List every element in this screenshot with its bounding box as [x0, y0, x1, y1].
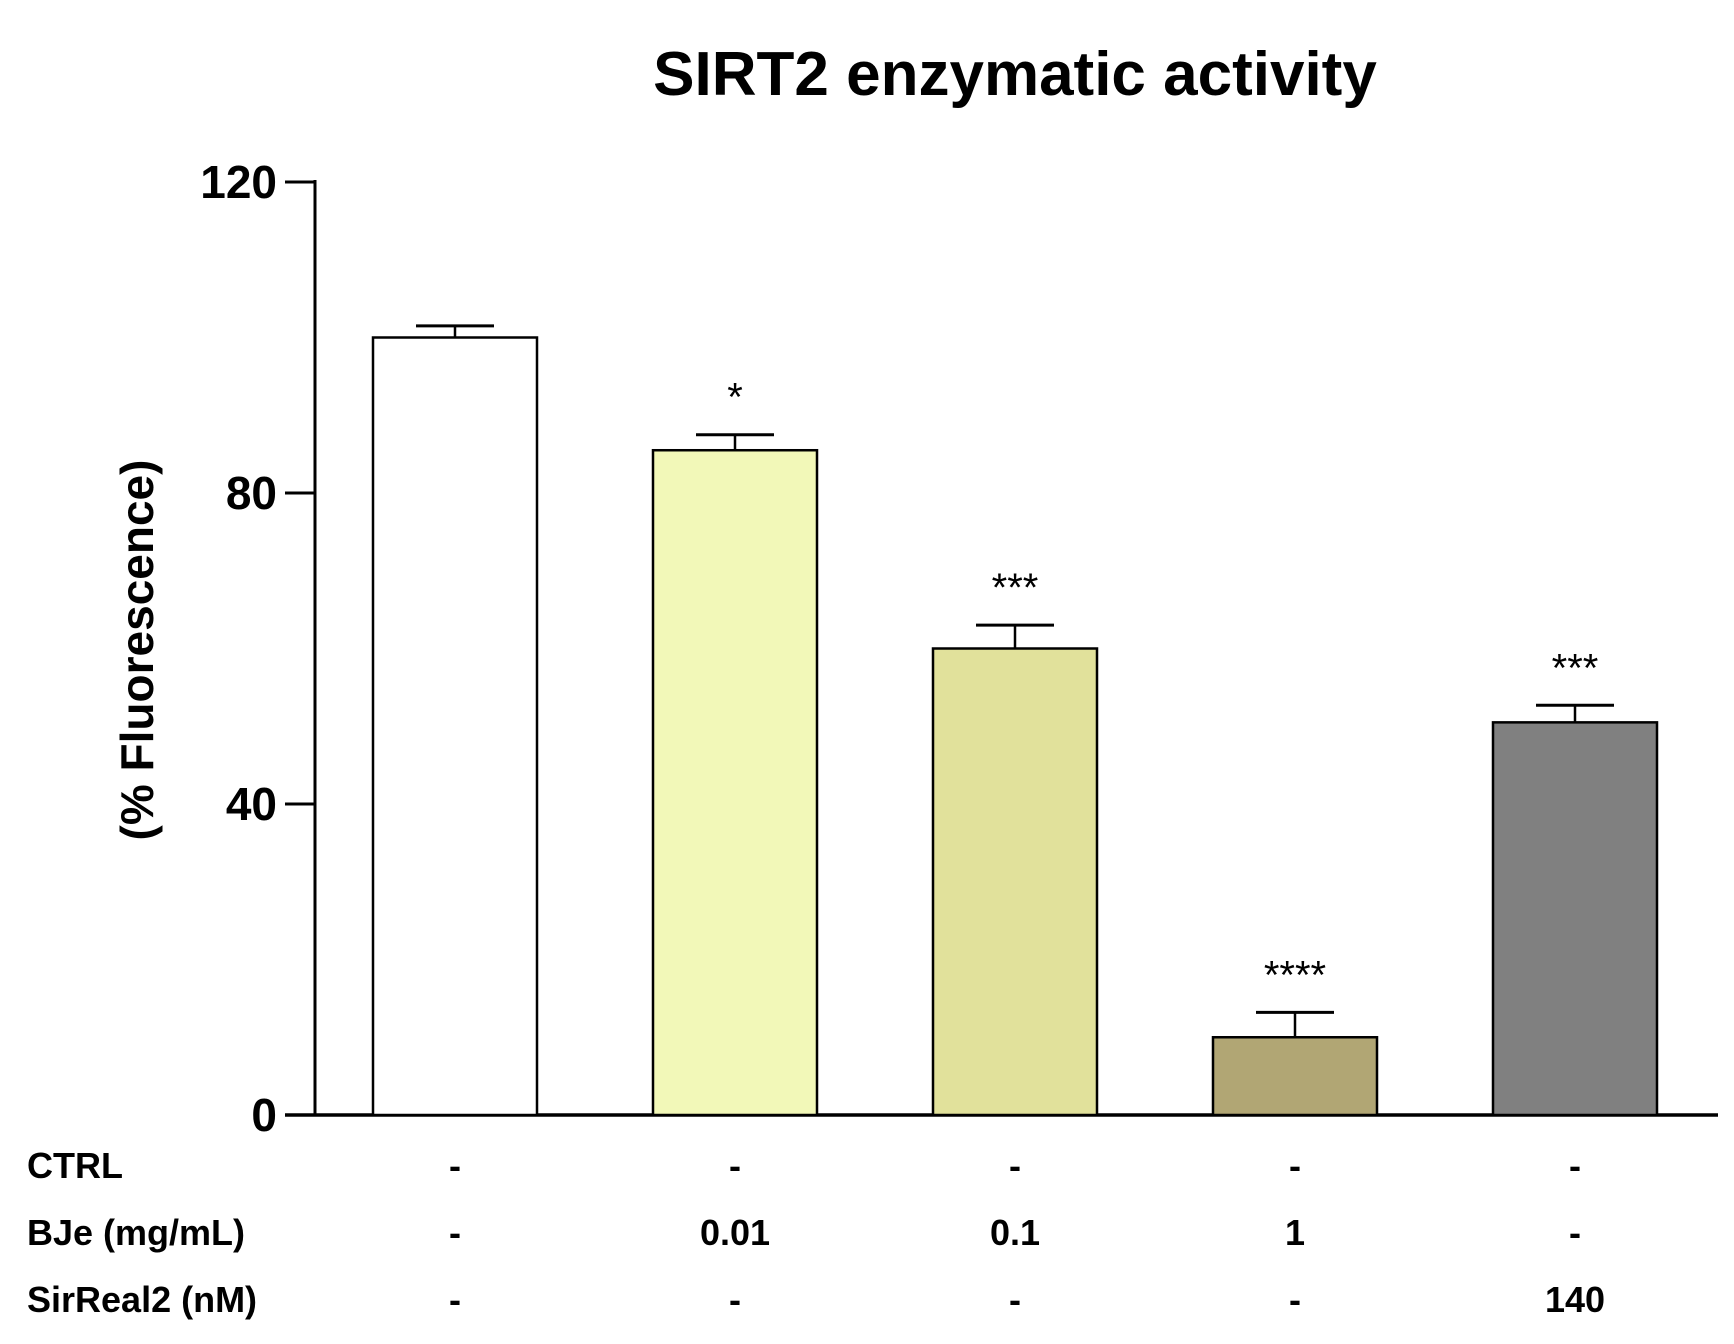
y-tick-label: 80 [226, 467, 277, 519]
table-cell: - [729, 1145, 741, 1186]
bar-4 [1211, 1036, 1379, 1117]
significance-marker-3: *** [992, 566, 1039, 610]
table-cell: 1 [1285, 1212, 1305, 1253]
table-cell: - [449, 1279, 461, 1320]
table-cell: - [1289, 1279, 1301, 1320]
y-tick-label: 40 [226, 778, 277, 830]
table-row-label: SirReal2 (nM) [27, 1279, 257, 1320]
y-tick-label: 120 [200, 156, 277, 208]
bar-5 [1491, 721, 1659, 1117]
y-tick-label: 0 [251, 1089, 277, 1141]
table-row-label: BJe (mg/mL) [27, 1212, 245, 1253]
table-cell: - [1009, 1145, 1021, 1186]
table-cell: 0.01 [700, 1212, 770, 1253]
bar-1 [371, 336, 539, 1117]
table-cell: - [1569, 1145, 1581, 1186]
table-cell: 140 [1545, 1279, 1605, 1320]
table-cell: 0.1 [990, 1212, 1040, 1253]
table-cell: - [1009, 1279, 1021, 1320]
table-row-label: CTRL [27, 1145, 123, 1186]
significance-marker-5: *** [1552, 646, 1599, 690]
significance-marker-4: **** [1264, 953, 1326, 997]
chart-title: SIRT2 enzymatic activity [653, 40, 1377, 109]
table-cell: - [449, 1212, 461, 1253]
bar-3 [931, 647, 1099, 1117]
table-cell: - [729, 1279, 741, 1320]
significance-marker-2: * [727, 376, 743, 420]
treatment-table: CTRL - - - - - BJe (mg/mL) - 0.01 0.1 1 - SirReal2 (… [27, 1145, 1605, 1320]
y-axis-label: (% Fluorescence) [111, 460, 163, 841]
table-cell: - [1289, 1145, 1301, 1186]
table-cell: - [449, 1145, 461, 1186]
bar-2 [651, 448, 819, 1117]
table-cell: - [1569, 1212, 1581, 1253]
